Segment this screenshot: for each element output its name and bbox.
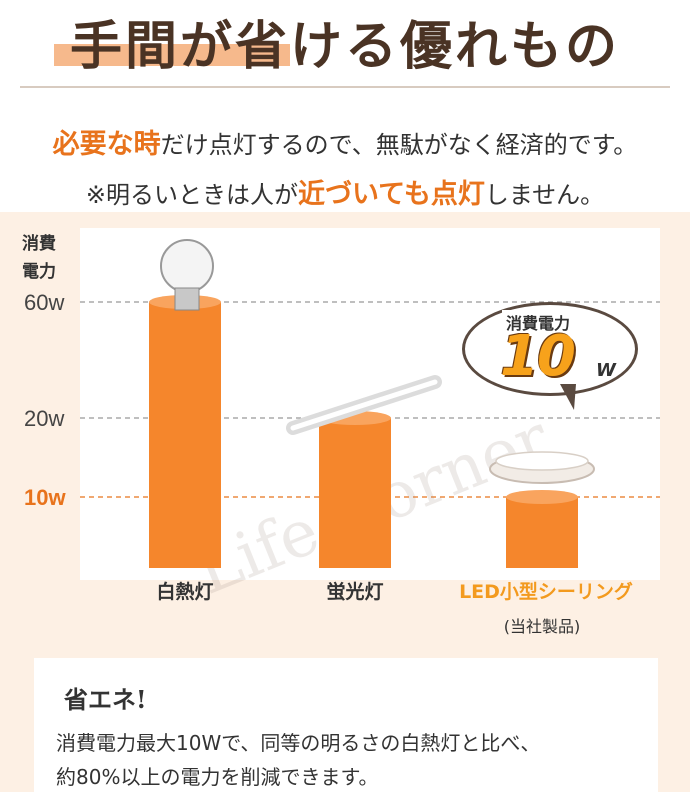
lead-text: しません。 <box>484 181 605 209</box>
y-tick-label: 20w <box>24 406 64 431</box>
bar <box>319 418 391 568</box>
bulb-icon <box>160 239 214 293</box>
lead-text: だけ点灯するので、無駄がなく経済的です。 <box>160 131 638 159</box>
note-title: 省エネ! <box>64 685 147 714</box>
lead-hot-text: 近づいても <box>297 179 431 210</box>
bulb-base-icon <box>174 287 200 311</box>
note-line-2: 約80%以上の電力を削減できます。 <box>56 765 379 789</box>
tube-highlight-icon <box>290 379 438 431</box>
bar <box>506 497 578 568</box>
lead-hot-text: 点灯 <box>430 179 485 210</box>
headline: 手間が省ける優れもの <box>0 0 690 82</box>
bar <box>149 302 221 568</box>
callout-unit: W <box>596 360 616 381</box>
lead-line-1: 必要な時だけ点灯するので、無駄がなく経済的です。 <box>0 122 690 161</box>
callout-bubble: 消費電力 10 W <box>462 302 638 398</box>
y-tick-label: 10w <box>24 485 66 510</box>
ceiling-light-top-icon <box>495 451 589 471</box>
callout-value: 10 <box>500 324 576 389</box>
y-tick-label: 60w <box>24 290 64 315</box>
category-sublabel: (当社製品) <box>504 617 581 636</box>
category-label: 蛍光灯 <box>326 580 383 603</box>
lead-text: ※明るいときは人が <box>85 181 298 209</box>
lead-line-2: ※明るいときは人が近づいても点灯しません。 <box>0 172 690 211</box>
note-box: 省エネ! 消費電力最大10Wで、同等の明るさの白熱灯と比べ、 約80%以上の電力… <box>34 658 658 792</box>
y-axis-label: 消費電力 <box>22 234 56 282</box>
category-label: LED小型シーリング <box>459 580 633 603</box>
callout-label: 消費電力 <box>502 310 575 334</box>
divider <box>20 86 670 88</box>
headline-underline <box>54 44 290 66</box>
page-title: 手間が省ける優れもの <box>69 17 620 77</box>
note-line-1: 消費電力最大10Wで、同等の明るさの白熱灯と比べ、 <box>56 731 541 755</box>
bar-cap <box>506 490 578 504</box>
category-label: 白熱灯 <box>156 580 213 603</box>
note-body: 消費電力最大10Wで、同等の明るさの白熱灯と比べ、 約80%以上の電力を削減でき… <box>56 726 656 794</box>
lead-hot-text: 必要な時 <box>52 129 161 160</box>
callout-tail <box>560 384 576 410</box>
